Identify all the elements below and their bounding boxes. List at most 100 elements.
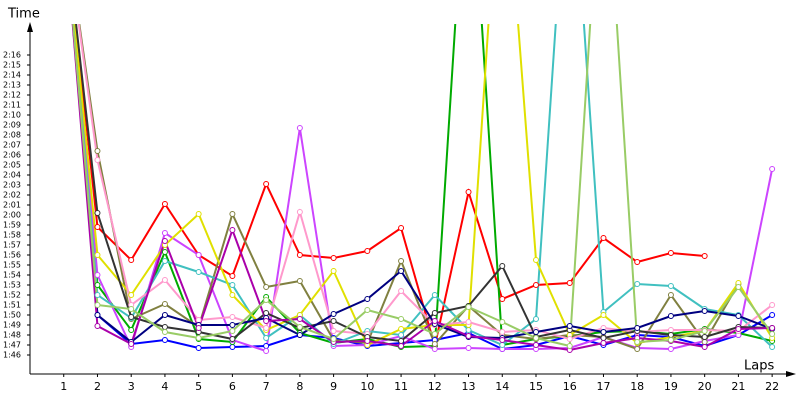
- data-point: [499, 263, 506, 269]
- data-point: [465, 304, 472, 310]
- data-point: [431, 310, 438, 316]
- data-point: [161, 301, 168, 307]
- data-point: [161, 230, 168, 236]
- data-point: [161, 258, 168, 264]
- data-point: [701, 344, 708, 350]
- data-point: [701, 334, 708, 340]
- data-point: [364, 338, 371, 344]
- x-tick-label: 21: [731, 380, 745, 393]
- x-tick-label: 2: [94, 380, 101, 393]
- data-point: [499, 296, 506, 302]
- data-point: [398, 225, 405, 231]
- data-point: [769, 166, 776, 172]
- y-tick-label: 1:51: [3, 301, 21, 310]
- x-tick-label: 6: [229, 380, 236, 393]
- data-point: [263, 181, 270, 187]
- data-point: [263, 325, 270, 331]
- y-tick-label: 1:47: [3, 341, 21, 350]
- data-point: [398, 258, 405, 264]
- y-tick-label: 2:05: [3, 161, 21, 170]
- x-axis-title: Laps: [744, 359, 774, 374]
- data-point: [667, 313, 674, 319]
- data-point: [499, 319, 506, 325]
- data-point: [735, 313, 742, 319]
- data-point: [667, 346, 674, 352]
- data-point: [128, 327, 135, 333]
- y-tick-label: 1:58: [3, 231, 21, 240]
- x-tick-label: 8: [296, 380, 303, 393]
- x-tick-label: 16: [563, 380, 577, 393]
- data-point: [263, 335, 270, 341]
- data-point: [229, 336, 236, 342]
- data-point: [634, 325, 641, 331]
- data-point: [600, 340, 607, 346]
- data-point: [533, 342, 539, 348]
- x-tick-label: 4: [161, 380, 168, 393]
- series-line: [73, 24, 773, 347]
- y-tick-label: 2:16: [3, 51, 21, 60]
- data-point: [94, 302, 101, 308]
- data-point: [296, 278, 303, 284]
- data-point: [398, 288, 405, 294]
- data-point: [533, 282, 539, 288]
- data-point: [195, 211, 202, 217]
- data-point: [769, 312, 776, 318]
- data-point: [769, 302, 776, 308]
- y-tick-label: 2:07: [3, 141, 21, 150]
- plot-area: [71, 24, 776, 354]
- data-point: [769, 331, 776, 337]
- data-point: [634, 259, 641, 265]
- y-tick-label: 2:09: [3, 121, 21, 130]
- x-tick-label: 18: [630, 380, 644, 393]
- data-point: [296, 209, 303, 215]
- data-point: [701, 339, 708, 345]
- data-point: [128, 257, 135, 263]
- data-point: [128, 314, 135, 320]
- data-point: [667, 337, 674, 343]
- y-tick-label: 2:02: [3, 191, 21, 200]
- y-tick-label: 1:46: [3, 351, 21, 360]
- data-point: [330, 328, 337, 334]
- data-point: [94, 292, 101, 298]
- data-point: [128, 341, 135, 347]
- data-point: [533, 335, 539, 341]
- data-point: [229, 211, 236, 217]
- data-point: [735, 284, 742, 290]
- data-point: [263, 297, 270, 303]
- data-point: [701, 308, 708, 314]
- series-line: [72, 24, 773, 348]
- data-point: [229, 344, 236, 350]
- data-point: [296, 316, 303, 322]
- data-point: [195, 252, 202, 258]
- data-point: [296, 332, 303, 338]
- data-point: [667, 283, 674, 289]
- y-tick-label: 2:04: [3, 171, 21, 180]
- x-tick-label: 15: [529, 380, 543, 393]
- y-tick-label: 2:08: [3, 131, 21, 140]
- data-point: [533, 316, 539, 322]
- y-axis-title: Time: [7, 7, 40, 22]
- data-point: [600, 312, 607, 318]
- data-point: [566, 323, 573, 329]
- data-point: [667, 250, 674, 256]
- data-point: [94, 272, 101, 278]
- data-point: [600, 329, 607, 335]
- data-point: [701, 328, 708, 334]
- data-point: [330, 255, 337, 261]
- series-line: [74, 24, 705, 347]
- data-point: [499, 337, 506, 343]
- data-point: [499, 342, 506, 348]
- x-tick-label: 19: [664, 380, 678, 393]
- data-point: [161, 277, 168, 283]
- data-point: [398, 343, 405, 349]
- x-tick-label: 1: [60, 380, 67, 393]
- data-point: [195, 335, 202, 341]
- data-point: [465, 319, 472, 325]
- data-point: [533, 329, 539, 335]
- data-point: [229, 314, 236, 320]
- y-tick-label: 1:59: [3, 221, 21, 230]
- data-point: [600, 235, 607, 241]
- data-point: [431, 318, 438, 324]
- series-line: [71, 24, 773, 344]
- y-tick-label: 1:54: [3, 271, 21, 280]
